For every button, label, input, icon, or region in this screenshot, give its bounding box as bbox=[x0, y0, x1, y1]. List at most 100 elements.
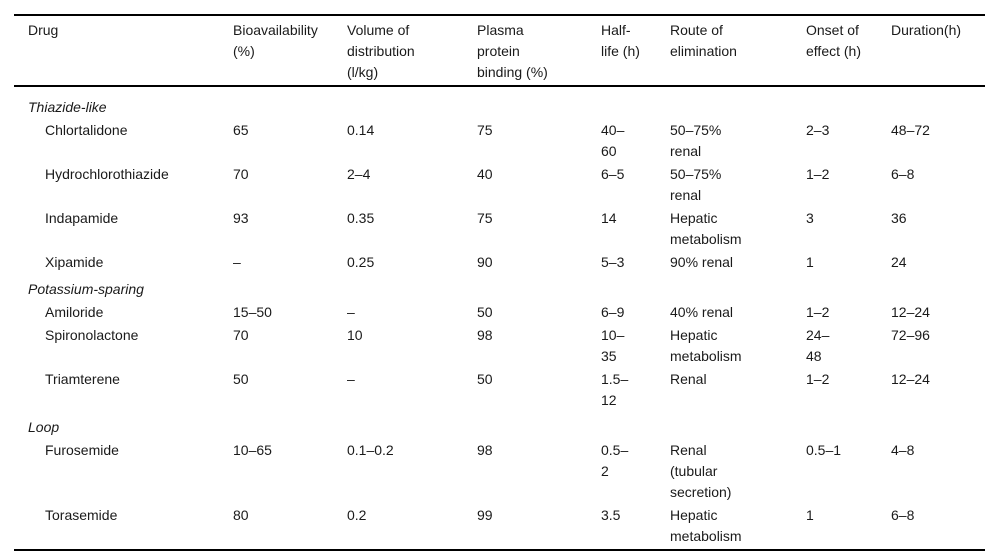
cell-drug: Hydrochlorothiazide bbox=[45, 166, 169, 182]
cell-duration: 72–96 bbox=[891, 327, 930, 343]
cell-bioavailability: – bbox=[233, 254, 241, 270]
cell-volume: 0.35 bbox=[347, 210, 375, 226]
pharmacokinetics-table: Drug Bioavailability (%) Volume of distrib… bbox=[14, 14, 985, 551]
column-header-duration: Duration(h) bbox=[891, 22, 962, 38]
cell-route: Hepatic metabolism bbox=[670, 210, 742, 247]
section-row: Loop bbox=[14, 413, 985, 440]
column-header-drug: Drug bbox=[28, 22, 59, 38]
cell-route: 50–75% renal bbox=[670, 122, 722, 159]
cell-half_life: 40– 60 bbox=[601, 122, 625, 159]
cell-plasma: 90 bbox=[477, 254, 493, 270]
cell-drug: Amiloride bbox=[45, 304, 104, 320]
cell-onset: 1–2 bbox=[806, 304, 830, 320]
cell-onset: 2–3 bbox=[806, 122, 830, 138]
cell-drug: Chlortalidone bbox=[45, 122, 128, 138]
table-row: Triamterene 50 – 50 1.5– 12 Renal 1–2 12–24 bbox=[14, 369, 985, 413]
cell-drug: Torasemide bbox=[45, 507, 118, 523]
cell-duration: 12–24 bbox=[891, 304, 930, 320]
cell-bioavailability: 70 bbox=[233, 166, 249, 182]
cell-plasma: 50 bbox=[477, 304, 493, 320]
cell-drug: Furosemide bbox=[45, 442, 119, 458]
cell-half_life: 3.5 bbox=[601, 507, 621, 523]
cell-duration: 4–8 bbox=[891, 442, 915, 458]
cell-plasma: 75 bbox=[477, 210, 493, 226]
section-row: Thiazide-like bbox=[14, 86, 985, 120]
cell-volume: 0.14 bbox=[347, 122, 375, 138]
cell-bioavailability: 50 bbox=[233, 371, 249, 387]
cell-onset: 1 bbox=[806, 254, 814, 270]
table-body: Thiazide-like Chlortalidone 65 0.14 75 40– 60… bbox=[14, 86, 985, 550]
table-row: Furosemide 10–65 0.1–0.2 98 0.5– 2 Renal (tub… bbox=[14, 440, 985, 505]
section-label: Thiazide-like bbox=[28, 99, 107, 115]
column-header-route: Route of elimination bbox=[670, 22, 737, 59]
cell-volume: 0.1–0.2 bbox=[347, 442, 394, 458]
cell-volume: 2–4 bbox=[347, 166, 371, 182]
cell-duration: 36 bbox=[891, 210, 907, 226]
cell-drug: Xipamide bbox=[45, 254, 104, 270]
cell-onset: 24– 48 bbox=[806, 327, 830, 364]
cell-drug: Indapamide bbox=[45, 210, 119, 226]
cell-onset: 1–2 bbox=[806, 166, 830, 182]
table-row: Spironolactone 70 10 98 10– 35 Hepatic metabo… bbox=[14, 325, 985, 369]
section-label: Loop bbox=[28, 419, 60, 435]
cell-bioavailability: 15–50 bbox=[233, 304, 272, 320]
cell-route: Hepatic metabolism bbox=[670, 327, 742, 364]
cell-route: 50–75% renal bbox=[670, 166, 722, 203]
cell-volume: 10 bbox=[347, 327, 363, 343]
section-row: Potassium-sparing bbox=[14, 275, 985, 302]
cell-route: Renal (tubular secretion) bbox=[670, 442, 732, 500]
cell-plasma: 98 bbox=[477, 327, 493, 343]
cell-onset: 1–2 bbox=[806, 371, 830, 387]
column-header-onset: Onset of effect (h) bbox=[806, 22, 861, 59]
cell-route: Hepatic metabolism bbox=[670, 507, 742, 544]
column-header-half_life: Half- life (h) bbox=[601, 22, 640, 59]
cell-duration: 24 bbox=[891, 254, 907, 270]
cell-drug: Spironolactone bbox=[45, 327, 139, 343]
cell-volume: – bbox=[347, 304, 355, 320]
table-row: Torasemide 80 0.2 99 3.5 Hepatic metabolism 1 6… bbox=[14, 505, 985, 550]
column-header-plasma: Plasma protein binding (%) bbox=[477, 22, 548, 80]
cell-plasma: 50 bbox=[477, 371, 493, 387]
cell-volume: 0.2 bbox=[347, 507, 367, 523]
cell-half_life: 6–9 bbox=[601, 304, 625, 320]
cell-duration: 48–72 bbox=[891, 122, 930, 138]
cell-plasma: 98 bbox=[477, 442, 493, 458]
cell-plasma: 99 bbox=[477, 507, 493, 523]
cell-route: 40% renal bbox=[670, 304, 734, 320]
cell-onset: 0.5–1 bbox=[806, 442, 842, 458]
cell-drug: Triamterene bbox=[45, 371, 120, 387]
column-header-volume: Volume of distribution (l/kg) bbox=[347, 22, 415, 80]
table-row: Hydrochlorothiazide 70 2–4 40 6–5 50–75% rena… bbox=[14, 164, 985, 208]
cell-half_life: 10– 35 bbox=[601, 327, 625, 364]
column-header-bioavailability: Bioavailability (%) bbox=[233, 22, 318, 59]
table-row: Chlortalidone 65 0.14 75 40– 60 50–75% renal 2… bbox=[14, 120, 985, 164]
cell-bioavailability: 10–65 bbox=[233, 442, 272, 458]
table-header: Drug Bioavailability (%) Volume of distrib… bbox=[14, 15, 985, 86]
cell-duration: 6–8 bbox=[891, 507, 915, 523]
cell-onset: 3 bbox=[806, 210, 814, 226]
cell-volume: – bbox=[347, 371, 355, 387]
cell-volume: 0.25 bbox=[347, 254, 375, 270]
section-label: Potassium-sparing bbox=[28, 281, 144, 297]
cell-half_life: 5–3 bbox=[601, 254, 625, 270]
cell-half_life: 0.5– 2 bbox=[601, 442, 629, 479]
table-row: Xipamide – 0.25 90 5–3 90% renal 1 24 bbox=[14, 252, 985, 275]
header-row: Drug Bioavailability (%) Volume of distrib… bbox=[14, 15, 985, 86]
cell-route: Renal bbox=[670, 371, 707, 387]
cell-route: 90% renal bbox=[670, 254, 734, 270]
cell-bioavailability: 93 bbox=[233, 210, 249, 226]
cell-plasma: 75 bbox=[477, 122, 493, 138]
cell-onset: 1 bbox=[806, 507, 814, 523]
cell-bioavailability: 80 bbox=[233, 507, 249, 523]
cell-bioavailability: 70 bbox=[233, 327, 249, 343]
cell-half_life: 1.5– 12 bbox=[601, 371, 629, 408]
cell-duration: 6–8 bbox=[891, 166, 915, 182]
cell-half_life: 14 bbox=[601, 210, 617, 226]
cell-bioavailability: 65 bbox=[233, 122, 249, 138]
cell-plasma: 40 bbox=[477, 166, 493, 182]
table-row: Indapamide 93 0.35 75 14 Hepatic metabolism 3 3… bbox=[14, 208, 985, 252]
cell-half_life: 6–5 bbox=[601, 166, 625, 182]
cell-duration: 12–24 bbox=[891, 371, 930, 387]
table-row: Amiloride 15–50 – 50 6–9 40% renal 1–2 12–24 bbox=[14, 302, 985, 325]
